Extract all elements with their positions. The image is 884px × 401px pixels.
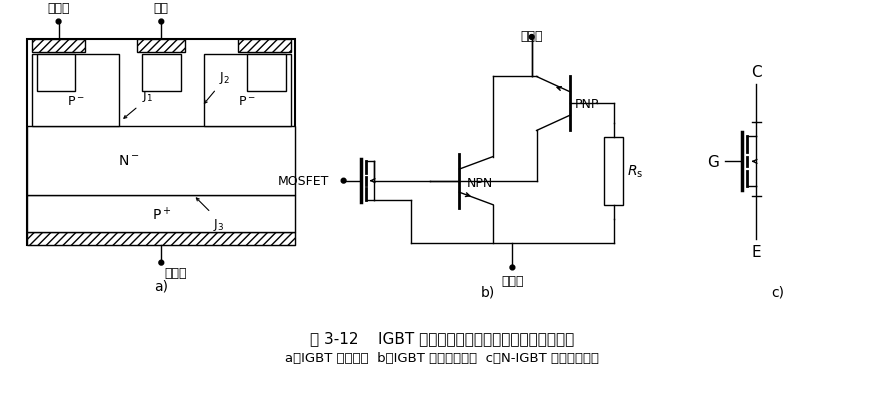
Text: N$^+$: N$^+$ xyxy=(257,66,275,81)
Bar xyxy=(142,55,180,92)
Text: 集电极: 集电极 xyxy=(164,267,187,280)
Bar xyxy=(203,55,291,126)
Text: N$^-$: N$^-$ xyxy=(118,154,140,168)
Bar xyxy=(248,55,286,92)
Circle shape xyxy=(510,265,514,270)
Text: P$^-$: P$^-$ xyxy=(66,95,84,108)
Text: $R_\mathrm{s}$: $R_\mathrm{s}$ xyxy=(628,163,644,180)
Bar xyxy=(37,55,75,92)
Text: MOSFET: MOSFET xyxy=(278,175,329,188)
Text: c): c) xyxy=(771,285,784,299)
Circle shape xyxy=(159,20,164,25)
Circle shape xyxy=(159,261,164,265)
Circle shape xyxy=(341,179,346,184)
Bar xyxy=(27,126,295,196)
Circle shape xyxy=(57,20,61,25)
Bar xyxy=(604,138,623,205)
Bar xyxy=(238,40,291,53)
Text: 发射极: 发射极 xyxy=(48,2,70,15)
Text: J$_2$: J$_2$ xyxy=(219,70,230,86)
Text: a）IGBT 基本结构  b）IGBT 简化等效电路  c）N-IGBT 电器图形符号: a）IGBT 基本结构 b）IGBT 简化等效电路 c）N-IGBT 电器图形符… xyxy=(285,352,599,365)
Text: N$^+$: N$^+$ xyxy=(153,66,170,81)
Text: J$_1$: J$_1$ xyxy=(142,88,153,104)
Text: P$^+$: P$^+$ xyxy=(151,205,171,223)
Text: E: E xyxy=(751,245,761,260)
Bar xyxy=(32,55,118,126)
Circle shape xyxy=(530,35,534,40)
Text: J$_3$: J$_3$ xyxy=(213,217,224,233)
Text: P$^-$: P$^-$ xyxy=(239,95,256,108)
Bar xyxy=(27,40,295,246)
Text: 集电极: 集电极 xyxy=(521,30,543,43)
Bar xyxy=(137,40,186,53)
Text: 发射极: 发射极 xyxy=(501,275,523,288)
Text: N$^+$: N$^+$ xyxy=(48,66,65,81)
Text: 图 3-12    IGBT 的结构、简化等效电路和电器图形符号: 图 3-12 IGBT 的结构、简化等效电路和电器图形符号 xyxy=(310,330,574,345)
Text: NPN: NPN xyxy=(467,176,493,190)
Text: PNP: PNP xyxy=(575,98,599,111)
Text: C: C xyxy=(751,65,762,80)
Text: b): b) xyxy=(481,285,495,299)
Text: 栅极: 栅极 xyxy=(154,2,169,15)
Text: a): a) xyxy=(155,279,168,293)
Bar xyxy=(27,196,295,232)
Bar xyxy=(32,40,85,53)
Text: G: G xyxy=(707,154,719,170)
Bar xyxy=(27,232,295,246)
